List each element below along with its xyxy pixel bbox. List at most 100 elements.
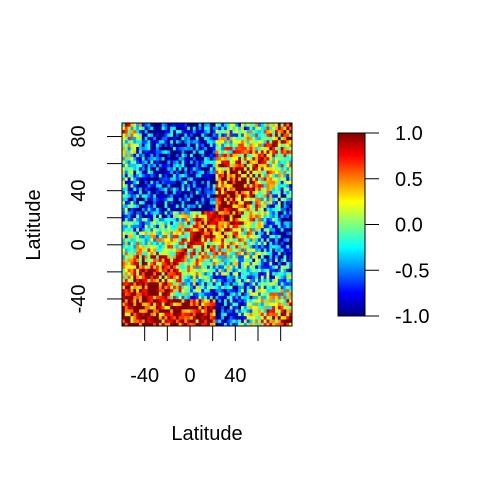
heatmap-cell [139, 129, 143, 134]
heatmap-cell [178, 177, 182, 181]
heatmap-cell [167, 298, 171, 303]
heatmap-cell [195, 173, 199, 178]
heatmap-cell [275, 319, 279, 323]
heatmap-cell [124, 183, 128, 188]
heatmap-cell [204, 129, 208, 134]
heatmap-cell [229, 190, 233, 195]
heatmap-cell [229, 319, 233, 323]
heatmap-cell [255, 302, 259, 306]
heatmap-cell [275, 204, 279, 208]
heatmap-cell [269, 143, 273, 147]
heatmap-cell [161, 271, 165, 276]
heatmap-cell [252, 200, 256, 205]
heatmap-cell [266, 244, 270, 249]
heatmap-cell [178, 204, 182, 208]
heatmap-cell [141, 227, 145, 232]
heatmap-cell [187, 150, 191, 154]
heatmap-cell [286, 271, 290, 276]
heatmap-cell [141, 187, 145, 191]
heatmap-cell [277, 221, 281, 225]
heatmap-cell [209, 288, 213, 293]
heatmap-cell [266, 271, 270, 276]
heatmap-cell [215, 204, 219, 208]
heatmap-cell [243, 238, 247, 242]
heatmap-cell [127, 214, 131, 219]
heatmap-cell [156, 292, 160, 296]
heatmap-cell [252, 288, 256, 293]
heatmap-cell [192, 160, 196, 164]
heatmap-cell [232, 268, 236, 273]
heatmap-cell [204, 210, 208, 215]
heatmap-cell [275, 312, 279, 317]
heatmap-cell [238, 295, 242, 300]
heatmap-cell [246, 173, 250, 178]
heatmap-cell [161, 248, 165, 252]
heatmap-cell [241, 129, 245, 134]
heatmap-cell [272, 139, 276, 144]
heatmap-cell [192, 123, 196, 127]
heatmap-cell [221, 217, 225, 222]
heatmap-cell [170, 160, 174, 164]
heatmap-cell [283, 292, 287, 296]
heatmap-cell [207, 123, 211, 127]
heatmap-cell [156, 288, 160, 293]
heatmap-cell [198, 231, 202, 235]
heatmap-cell [184, 126, 188, 131]
heatmap-cell [218, 302, 222, 306]
heatmap-cell [136, 177, 140, 181]
heatmap-cell [272, 238, 276, 242]
heatmap-cell [263, 200, 267, 205]
heatmap-cell [187, 305, 191, 310]
heatmap-cell [283, 254, 287, 259]
heatmap-cell [286, 214, 290, 219]
heatmap-cell [141, 298, 145, 303]
heatmap-cell [133, 305, 137, 310]
heatmap-cell [195, 183, 199, 188]
heatmap-cell [207, 160, 211, 164]
heatmap-cell [277, 177, 281, 181]
heatmap-cell [269, 150, 273, 154]
heatmap-cell [221, 207, 225, 212]
heatmap-cell [136, 123, 140, 127]
heatmap-cell [167, 153, 171, 158]
heatmap-cell [139, 177, 143, 181]
heatmap-cell [181, 200, 185, 205]
heatmap-cell [201, 210, 205, 215]
heatmap-cell [238, 244, 242, 249]
heatmap-cell [127, 282, 131, 286]
heatmap-cell [147, 150, 151, 154]
heatmap-cell [158, 254, 162, 259]
heatmap-cell [255, 173, 259, 178]
heatmap-cell [133, 156, 137, 161]
heatmap-cell [255, 197, 259, 202]
heatmap-cell [127, 292, 131, 296]
heatmap-cell [147, 204, 151, 208]
heatmap-cell [181, 136, 185, 141]
heatmap-cell [218, 200, 222, 205]
heatmap-cell [133, 224, 137, 229]
heatmap-cell [241, 315, 245, 320]
heatmap-cell [212, 302, 216, 306]
heatmap-cell [187, 234, 191, 239]
heatmap-cell [198, 187, 202, 191]
heatmap-cell [184, 248, 188, 252]
heatmap-cell [192, 234, 196, 239]
heatmap-cell [246, 180, 250, 185]
heatmap-cell [133, 166, 137, 171]
heatmap-cell [209, 207, 213, 212]
heatmap-cell [272, 261, 276, 266]
heatmap-cell [275, 133, 279, 137]
heatmap-cell [215, 200, 219, 205]
heatmap-cell [201, 265, 205, 269]
heatmap-cell [147, 173, 151, 178]
heatmap-cell [283, 227, 287, 232]
heatmap-cell [212, 268, 216, 273]
heatmap-cell [122, 282, 126, 286]
heatmap-cell [232, 282, 236, 286]
heatmap-cell [136, 166, 140, 171]
heatmap-cell [289, 133, 293, 137]
heatmap-cell [215, 214, 219, 219]
heatmap-cell [175, 315, 179, 320]
heatmap-cell [204, 322, 208, 327]
heatmap-cell [263, 133, 267, 137]
